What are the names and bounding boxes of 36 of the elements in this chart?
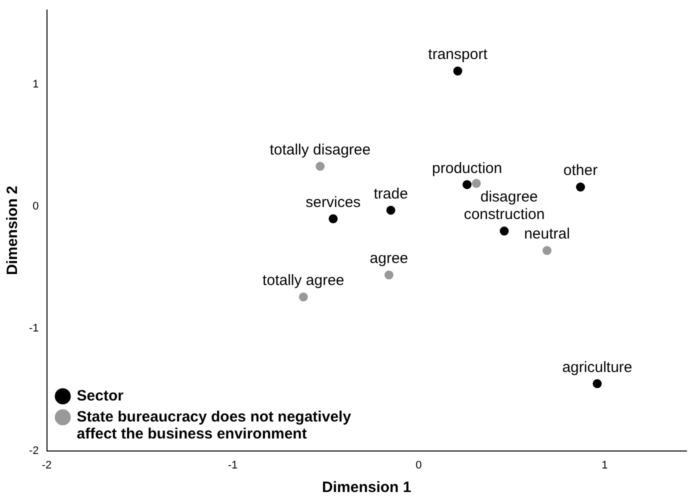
point	[384, 270, 394, 280]
point	[453, 66, 462, 76]
annotation: production	[432, 160, 502, 177]
annotation: totally disagree	[270, 141, 371, 158]
point	[576, 182, 585, 192]
annotation: trade	[374, 185, 408, 202]
point	[328, 214, 338, 224]
annotation: agriculture	[562, 358, 632, 376]
x-axis-title: Dimension 1	[322, 479, 412, 496]
annotation: agree	[370, 250, 408, 268]
y-axis-title: Dimension 2	[4, 186, 22, 275]
annotation: totally agree	[262, 272, 344, 290]
y-tick-label: 1	[32, 78, 39, 91]
x-tick-label: -1	[228, 459, 238, 472]
point	[592, 379, 602, 388]
y-tick-label: 0	[32, 200, 39, 213]
point	[542, 246, 552, 256]
legend-label: Sector	[76, 387, 124, 404]
x-tick-label: -2	[42, 459, 52, 472]
point	[298, 292, 308, 302]
annotation: services	[306, 194, 361, 211]
legend-label: State bureaucracy does not negatively affect the business environment	[76, 408, 352, 442]
x-tick-label: 1	[602, 459, 608, 472]
point	[316, 162, 325, 171]
point	[462, 180, 472, 190]
point	[500, 226, 509, 236]
annotation: neutral	[524, 226, 570, 243]
y-tick-label: -1	[29, 322, 39, 335]
point	[386, 206, 396, 215]
x-tick-label: 0	[416, 459, 422, 472]
annotation: transport	[428, 46, 488, 64]
annotation: other	[563, 162, 598, 180]
point	[472, 178, 481, 188]
annotation: disagree	[480, 188, 538, 206]
annotation: construction	[464, 206, 545, 224]
y-tick-label: -2	[29, 444, 39, 457]
